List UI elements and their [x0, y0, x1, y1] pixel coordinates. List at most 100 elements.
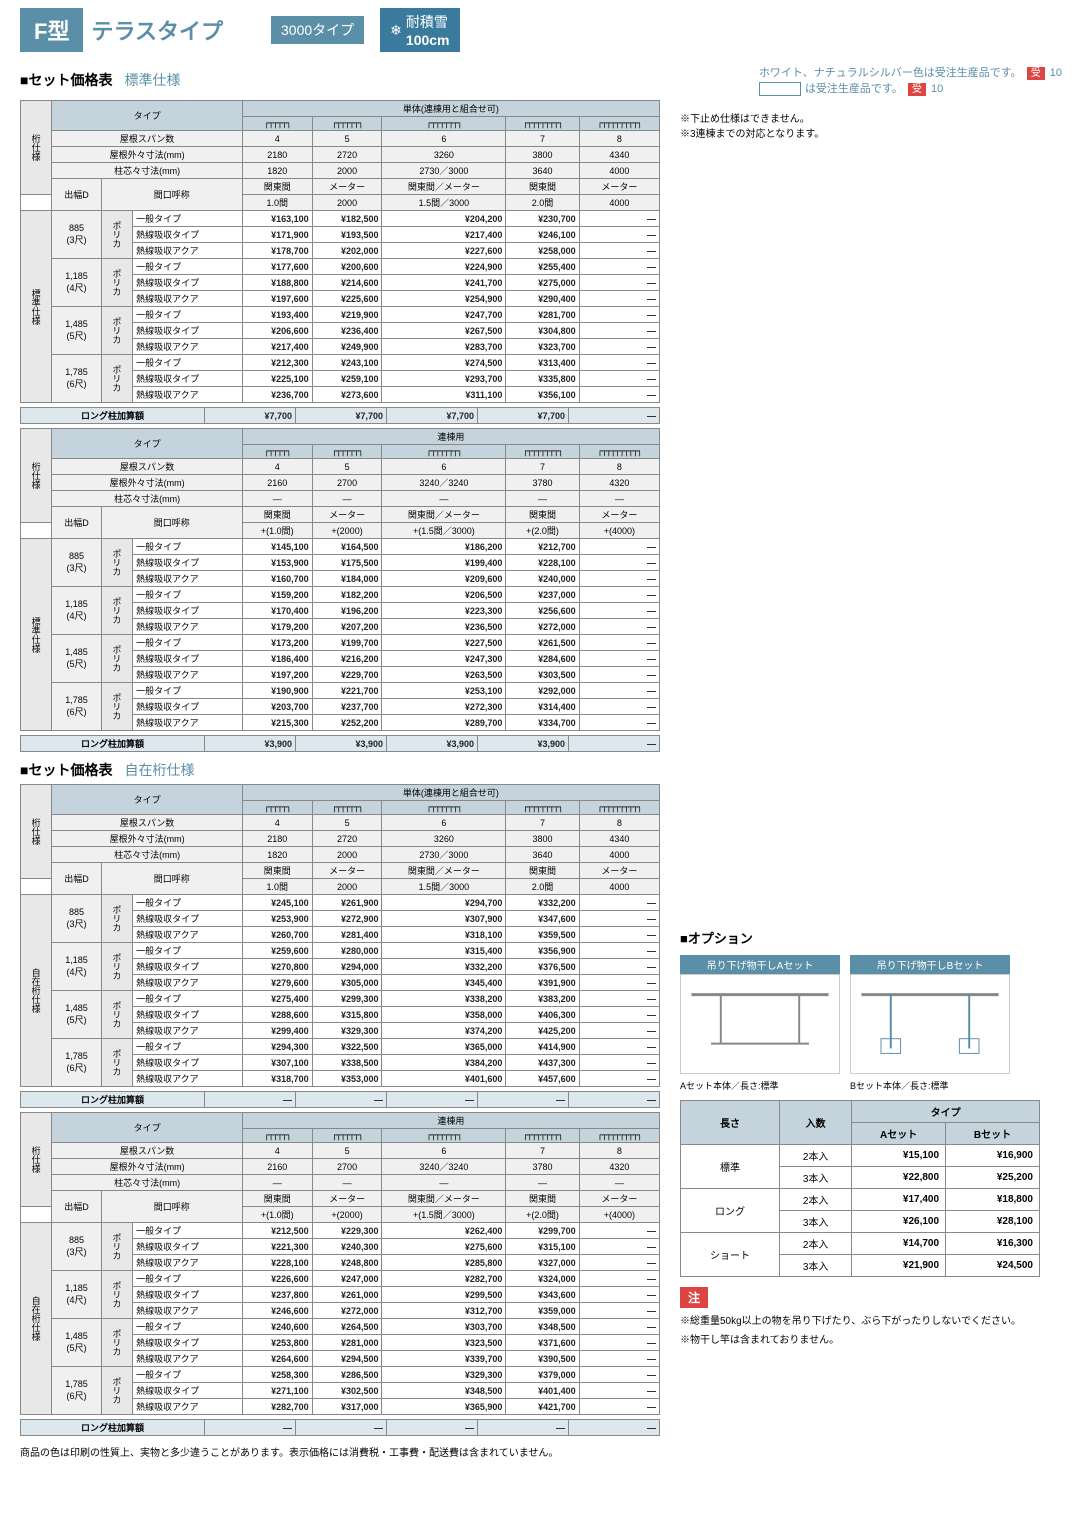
price-cell: ¥197,600 — [242, 291, 312, 307]
price-cell: — — [579, 943, 659, 959]
warn-text2: ※物干し竿は含まれておりません。 — [680, 1331, 1040, 1346]
price-cell: ¥299,400 — [242, 1023, 312, 1039]
price-cell: ¥274,500 — [382, 355, 506, 371]
price-cell: ¥317,000 — [312, 1399, 382, 1415]
roof-type-cell: 一般タイプ — [133, 895, 243, 911]
price-cell: — — [579, 1271, 659, 1287]
roof-type-cell: 熱線吸収タイプ — [133, 1055, 243, 1071]
price-cell: — — [579, 323, 659, 339]
price-cell: ¥365,000 — [382, 1039, 506, 1055]
price-cell: ¥240,000 — [506, 571, 579, 587]
price-cell: ¥371,600 — [506, 1335, 579, 1351]
price-cell: ¥292,000 — [506, 683, 579, 699]
price-cell: ¥261,900 — [312, 895, 382, 911]
option-images: 吊り下げ物干しAセット Aセット本体／長さ:標準 吊り下げ物干しBセット Bセッ… — [680, 955, 1040, 1092]
roof-type-cell: 熱線吸収アクア — [133, 715, 243, 731]
price-cell: — — [579, 1351, 659, 1367]
price-cell: ¥315,100 — [506, 1239, 579, 1255]
side-notes: ※下止め仕様はできません。 ※3連棟までの対応となります。 — [680, 110, 1040, 140]
price-cell: ¥272,900 — [312, 911, 382, 927]
roof-type-cell: 一般タイプ — [133, 259, 243, 275]
price-cell: ¥228,100 — [242, 1255, 312, 1271]
price-cell: ¥264,600 — [242, 1351, 312, 1367]
opt-row: 標準2本入¥15,100¥16,900 — [681, 1145, 1040, 1167]
roof-type-cell: 熱線吸収アクア — [133, 571, 243, 587]
roof-type-cell: 一般タイプ — [133, 1319, 243, 1335]
price-cell: ¥253,900 — [242, 911, 312, 927]
price-cell: ¥421,700 — [506, 1399, 579, 1415]
price-cell: ¥248,800 — [312, 1255, 382, 1271]
price-cell: ¥338,500 — [312, 1055, 382, 1071]
price-cell: ¥236,500 — [382, 619, 506, 635]
options-title: ■オプション — [680, 928, 1040, 947]
receive-badge: 受 — [1027, 67, 1045, 80]
roof-icon: ┌┬┬┬┬┐ — [264, 119, 291, 129]
price-cell: ¥214,600 — [312, 275, 382, 291]
price-cell: ¥324,000 — [506, 1271, 579, 1287]
price-cell: ¥229,700 — [312, 667, 382, 683]
header-title: テラスタイプ — [91, 14, 223, 46]
roof-type-cell: 熱線吸収タイプ — [133, 603, 243, 619]
price-cell: ¥281,000 — [312, 1335, 382, 1351]
price-cell: ¥203,700 — [242, 699, 312, 715]
price-cell: ¥202,000 — [312, 243, 382, 259]
roof-type-cell: 一般タイプ — [133, 1367, 243, 1383]
price-cell: ¥318,700 — [242, 1071, 312, 1087]
price-cell: — — [579, 1287, 659, 1303]
price-cell: ¥243,100 — [312, 355, 382, 371]
price-cell: ¥356,900 — [506, 943, 579, 959]
section1-head: ■セット価格表 標準仕様 ホワイト、ナチュラルシルバー色は受注生産品です。 受 … — [0, 60, 1082, 100]
price-cell: ¥153,900 — [242, 555, 312, 571]
roof-type-cell: 熱線吸収タイプ — [133, 1287, 243, 1303]
price-cell: ¥264,500 — [312, 1319, 382, 1335]
price-cell: ¥215,300 — [242, 715, 312, 731]
price-cell: — — [579, 555, 659, 571]
price-cell: ¥348,500 — [506, 1319, 579, 1335]
price-cell: ¥281,400 — [312, 927, 382, 943]
depth-cell: 1,785(6尺) — [52, 355, 101, 403]
price-cell: ¥304,800 — [506, 323, 579, 339]
price-cell: ¥273,600 — [312, 387, 382, 403]
roof-icon: ┌┬┬┬┬┬┬┬┐ — [523, 1131, 563, 1141]
roof-type-cell: 熱線吸収アクア — [133, 1351, 243, 1367]
price-cell: — — [579, 1223, 659, 1239]
roof-icon: ┌┬┬┬┬┬┬┬┐ — [523, 803, 563, 813]
roof-icon: ┌┬┬┬┬┬┬┬┐ — [523, 119, 563, 129]
price-cell: ¥263,500 — [382, 667, 506, 683]
section1-subtitle: 標準仕様 — [124, 70, 180, 90]
roof-type-cell: 熱線吸収アクア — [133, 291, 243, 307]
price-cell: ¥374,200 — [382, 1023, 506, 1039]
price-cell: — — [579, 1319, 659, 1335]
price-cell: ¥339,700 — [382, 1351, 506, 1367]
price-cell: — — [579, 667, 659, 683]
price-cell: ¥318,100 — [382, 927, 506, 943]
price-cell: ¥197,200 — [242, 667, 312, 683]
warn-text1: ※総重量50kg以上の物を吊り下げたり、ぶら下がったりしないでください。 — [680, 1312, 1040, 1327]
price-cell: ¥179,200 — [242, 619, 312, 635]
price-cell: ¥175,500 — [312, 555, 382, 571]
price-table: 桁仕様タイプ連棟用┌┬┬┬┬┐┌┬┬┬┬┬┐┌┬┬┬┬┬┬┐┌┬┬┬┬┬┬┬┐┌… — [20, 1112, 660, 1415]
depth-cell: 1,485(5尺) — [52, 991, 101, 1039]
roof-icon: ┌┬┬┬┬┬┬┬┬┐ — [597, 1131, 641, 1141]
price-cell: — — [579, 371, 659, 387]
opt-b-image — [850, 974, 1010, 1074]
price-cell: ¥272,000 — [506, 619, 579, 635]
price-cell: ¥223,300 — [382, 603, 506, 619]
roof-type-cell: 一般タイプ — [133, 355, 243, 371]
price-cell: ¥227,500 — [382, 635, 506, 651]
price-cell: ¥332,200 — [506, 895, 579, 911]
snow-label: 耐積雪 — [406, 14, 448, 30]
price-cell: ¥343,600 — [506, 1287, 579, 1303]
price-cell: — — [579, 927, 659, 943]
depth-cell: 885(3尺) — [52, 895, 101, 943]
price-cell: ¥359,500 — [506, 927, 579, 943]
depth-cell: 1,485(5尺) — [52, 635, 101, 683]
depth-cell: 1,485(5尺) — [52, 307, 101, 355]
price-cell: ¥401,400 — [506, 1383, 579, 1399]
price-cell: ¥206,600 — [242, 323, 312, 339]
roof-type-cell: 一般タイプ — [133, 539, 243, 555]
roof-type-cell: 一般タイプ — [133, 683, 243, 699]
price-cell: ¥323,500 — [382, 1335, 506, 1351]
price-cell: ¥261,500 — [506, 635, 579, 651]
price-cell: ¥282,700 — [382, 1271, 506, 1287]
